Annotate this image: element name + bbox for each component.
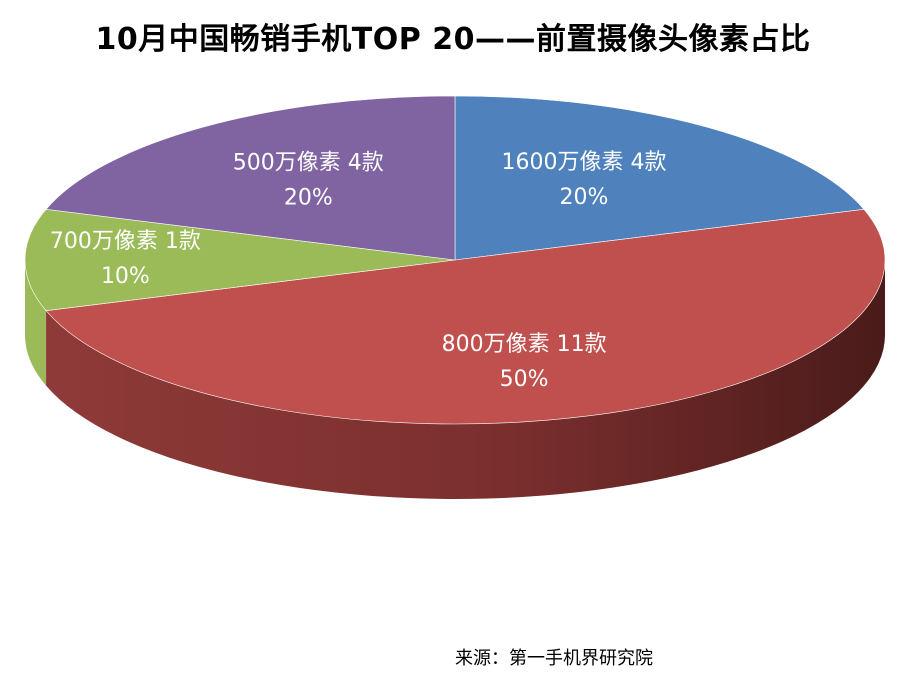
slice-label-2: 800万像素 11款	[442, 332, 607, 357]
slice-percent-3: 10%	[101, 264, 150, 289]
chart-title: 10月中国畅销手机TOP 20——前置摄像头像素占比	[95, 22, 811, 57]
slice-side-3	[25, 260, 47, 386]
slice-side-2	[46, 260, 885, 499]
pie-slice-3	[24, 209, 456, 311]
slice-label-4: 500万像素 4款	[233, 151, 384, 176]
pie-slice-2	[45, 209, 886, 425]
slice-label-1: 1600万像素 4款	[502, 150, 667, 175]
slice-percent-4: 20%	[284, 186, 333, 211]
pie-slice-4	[45, 95, 456, 261]
slice-percent-2: 50%	[500, 367, 549, 392]
source-note: 来源：第一手机界研究院	[455, 648, 653, 669]
slice-percent-1: 20%	[560, 185, 609, 210]
slice-label-3: 700万像素 1款	[50, 229, 201, 254]
pie-slice-1	[454, 95, 865, 261]
